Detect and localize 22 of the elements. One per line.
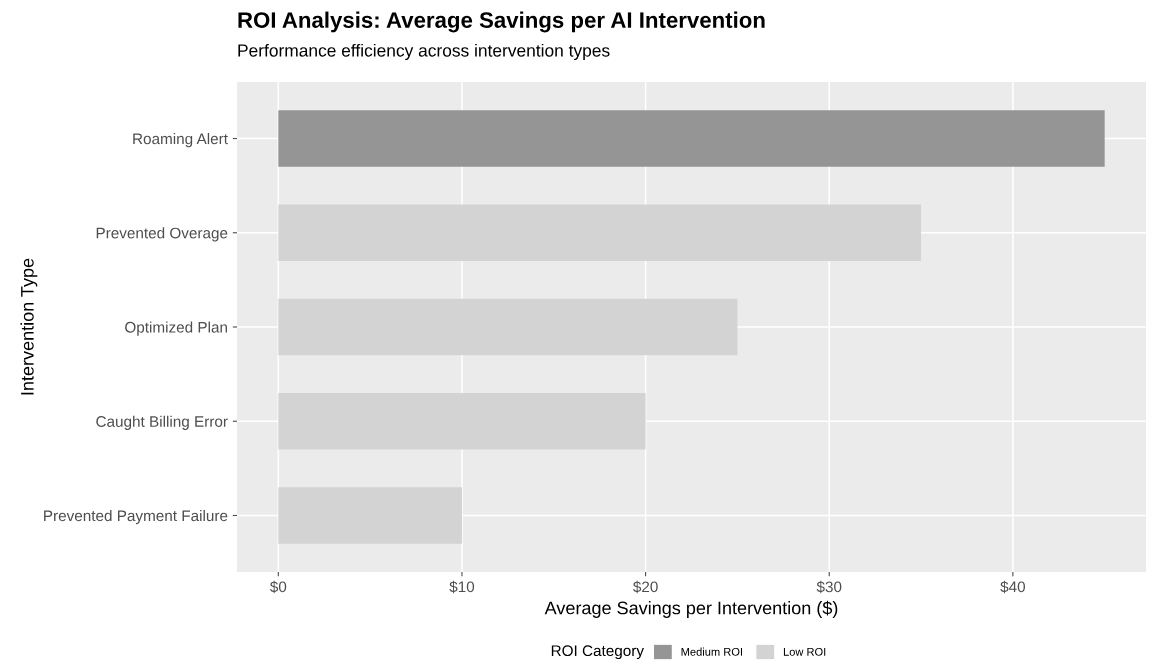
bar xyxy=(278,204,922,262)
x-tick-label: $30 xyxy=(816,580,842,594)
x-axis-title: Average Savings per Intervention ($) xyxy=(544,600,838,618)
y-tick-label: Prevented Overage xyxy=(96,227,228,242)
legend-label: Medium ROI xyxy=(681,647,742,656)
x-tick-label: $20 xyxy=(633,580,658,594)
bar xyxy=(278,298,738,356)
chart-subtitle: Performance efficiency across intervention types xyxy=(238,43,610,61)
x-tick-label: $40 xyxy=(1000,580,1026,594)
y-tick-label: Caught Billing Error xyxy=(96,415,228,430)
bar xyxy=(278,110,1105,167)
y-axis-title: Intervention Type xyxy=(20,258,38,395)
x-tick-label: $10 xyxy=(449,580,475,594)
bar xyxy=(278,392,646,450)
bar xyxy=(278,487,462,544)
y-tick-label: Optimized Plan xyxy=(125,321,227,336)
legend-label: Low ROI xyxy=(783,647,826,656)
x-tick-label: $0 xyxy=(269,580,287,594)
chart-title: ROI Analysis: Average Savings per AI Intervention xyxy=(238,11,765,33)
y-tick-label: Roaming Alert xyxy=(133,133,228,148)
legend-title: ROI Category xyxy=(551,645,644,660)
y-tick-label: Prevented Payment Failure xyxy=(44,509,228,525)
